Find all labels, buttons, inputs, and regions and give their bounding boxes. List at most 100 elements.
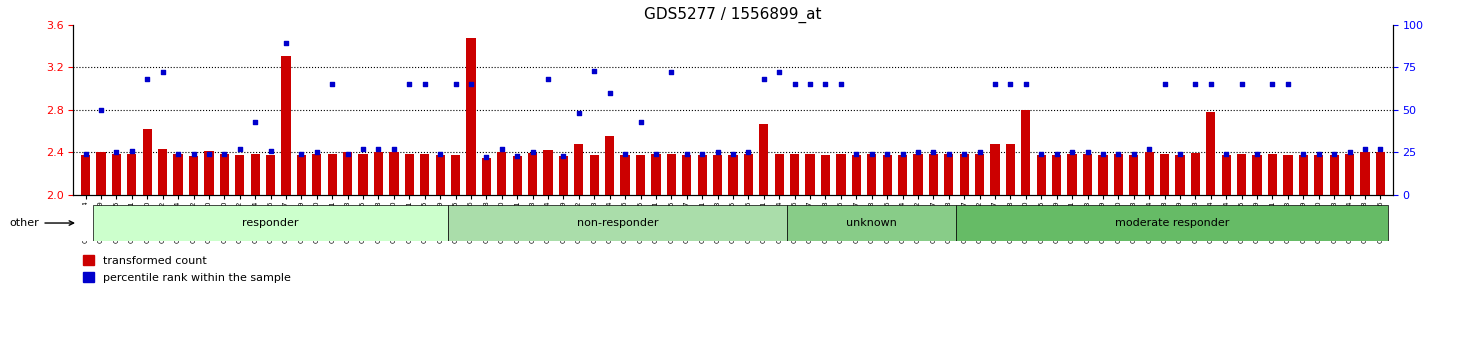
Bar xyxy=(343,152,352,195)
Bar xyxy=(497,152,506,195)
Bar xyxy=(698,155,707,195)
Point xyxy=(229,146,252,152)
Bar xyxy=(204,151,214,195)
Bar xyxy=(1053,155,1061,195)
Bar xyxy=(1114,154,1123,195)
Bar xyxy=(97,152,106,195)
Text: non-responder: non-responder xyxy=(576,218,658,228)
Bar xyxy=(743,154,754,195)
Point xyxy=(321,81,345,87)
Bar xyxy=(452,155,460,195)
Point xyxy=(475,154,498,160)
Bar xyxy=(559,156,569,195)
Bar xyxy=(1160,154,1170,195)
Bar xyxy=(759,124,768,195)
Bar xyxy=(805,154,815,195)
Bar xyxy=(575,144,583,195)
Point xyxy=(151,69,174,75)
FancyBboxPatch shape xyxy=(787,205,956,241)
Bar xyxy=(1190,153,1201,195)
Bar xyxy=(1145,152,1154,195)
Point xyxy=(444,81,468,87)
Point xyxy=(737,149,761,155)
Point xyxy=(506,153,529,159)
Bar xyxy=(1129,155,1139,195)
Point xyxy=(1183,81,1207,87)
Point xyxy=(968,149,991,155)
Point xyxy=(567,110,591,116)
Point xyxy=(305,149,328,155)
Point xyxy=(1353,146,1377,152)
Bar xyxy=(620,155,630,195)
Point xyxy=(861,151,884,157)
Text: unknown: unknown xyxy=(846,218,897,228)
Bar xyxy=(405,154,413,195)
Point xyxy=(875,151,899,157)
Point xyxy=(243,119,267,125)
Point xyxy=(1292,151,1315,157)
Bar xyxy=(111,154,122,195)
Bar xyxy=(374,152,383,195)
Point xyxy=(721,151,745,157)
Bar xyxy=(1067,154,1076,195)
Point xyxy=(1060,149,1083,155)
Point xyxy=(551,153,575,159)
Point xyxy=(906,149,929,155)
Bar xyxy=(991,144,1000,195)
Point xyxy=(1138,146,1161,152)
Point xyxy=(752,76,776,82)
Point xyxy=(768,69,792,75)
Point xyxy=(674,151,698,157)
Point xyxy=(998,81,1022,87)
Point xyxy=(937,151,960,157)
Point xyxy=(1029,151,1053,157)
Point xyxy=(1121,151,1145,157)
Bar xyxy=(482,158,491,195)
Point xyxy=(1369,146,1393,152)
Point xyxy=(598,90,622,96)
Bar xyxy=(1036,155,1045,195)
Bar xyxy=(1283,155,1293,195)
Point xyxy=(1308,151,1331,157)
Bar xyxy=(729,155,737,195)
Bar xyxy=(913,154,922,195)
Point xyxy=(213,151,236,157)
Point xyxy=(705,149,729,155)
Point xyxy=(198,151,221,157)
Bar xyxy=(1268,154,1277,195)
Bar xyxy=(774,154,784,195)
Bar xyxy=(836,154,846,195)
Point xyxy=(1261,81,1284,87)
Point xyxy=(274,41,298,46)
Bar xyxy=(975,154,984,195)
Point xyxy=(1091,151,1114,157)
Bar xyxy=(821,155,830,195)
Bar xyxy=(220,154,229,195)
Bar xyxy=(265,155,276,195)
Bar xyxy=(142,129,152,195)
Bar xyxy=(421,154,430,195)
Point xyxy=(336,151,359,157)
Point xyxy=(135,76,158,82)
Bar xyxy=(390,152,399,195)
Bar xyxy=(790,154,799,195)
Bar xyxy=(1221,155,1231,195)
Bar xyxy=(866,154,877,195)
Bar xyxy=(544,150,553,195)
Point xyxy=(690,151,714,157)
Bar xyxy=(1299,155,1308,195)
Bar xyxy=(1207,112,1215,195)
Point xyxy=(1214,151,1237,157)
Point xyxy=(73,151,97,157)
Bar xyxy=(1330,155,1338,195)
Point xyxy=(844,151,868,157)
Point xyxy=(1338,149,1362,155)
Bar xyxy=(327,154,337,195)
FancyBboxPatch shape xyxy=(94,205,447,241)
FancyBboxPatch shape xyxy=(447,205,787,241)
Bar xyxy=(682,155,692,195)
Point xyxy=(1168,151,1192,157)
Point xyxy=(1152,81,1176,87)
Point xyxy=(490,146,513,152)
Point xyxy=(89,107,113,113)
